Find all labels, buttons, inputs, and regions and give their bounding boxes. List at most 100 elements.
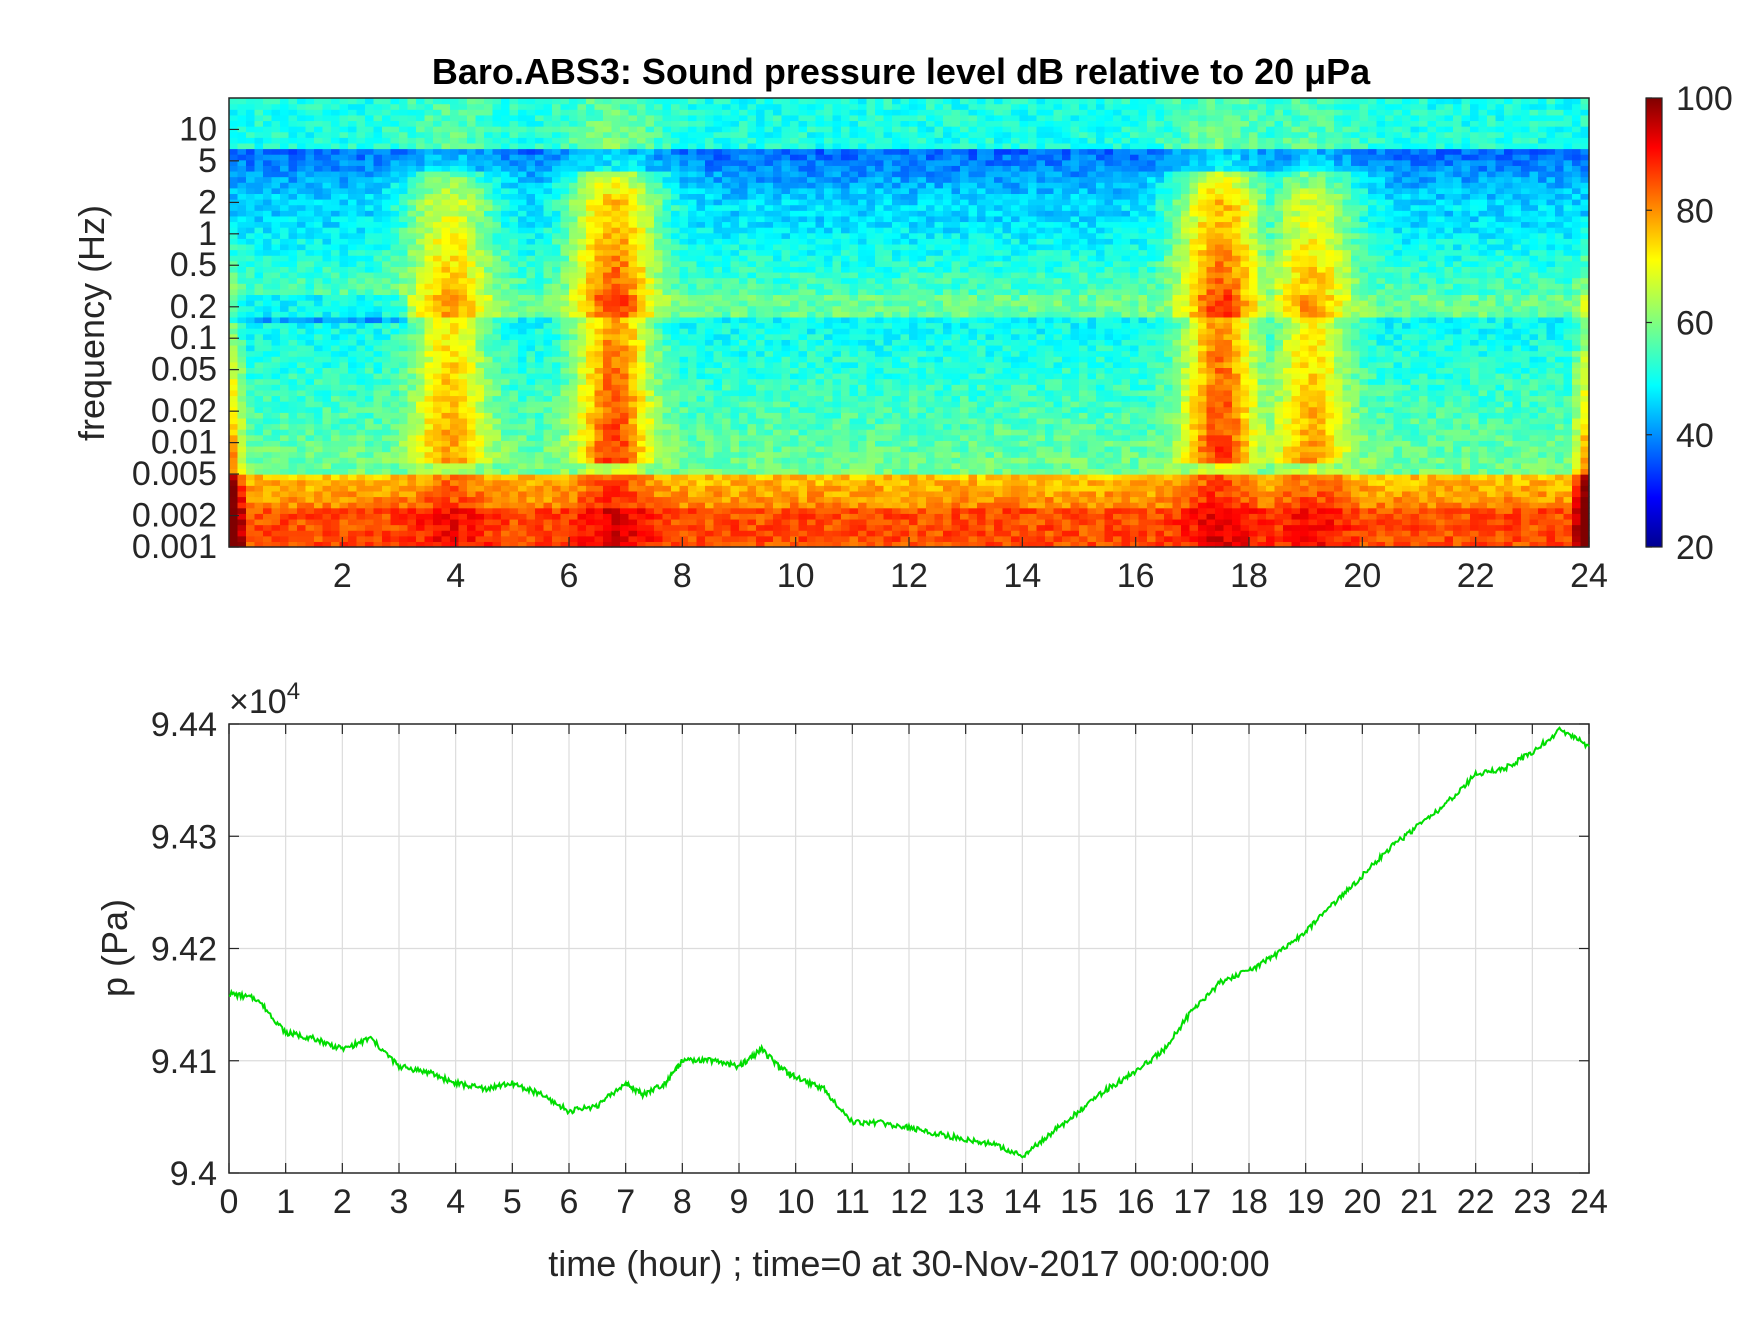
heatmap-cell [424, 356, 434, 363]
heatmap-cell [424, 344, 434, 352]
heatmap-cell [739, 429, 749, 436]
heatmap-cell [730, 328, 740, 335]
heatmap-cell [645, 288, 655, 296]
heatmap-cell [271, 260, 281, 267]
heatmap-cell [696, 305, 706, 312]
heatmap-cell [637, 266, 647, 273]
heatmap-cell [416, 316, 426, 324]
heatmap-cell [458, 193, 468, 200]
heatmap-cell [339, 199, 349, 206]
heatmap-cell [433, 176, 443, 183]
heatmap-cell [560, 114, 570, 122]
heatmap-cell [390, 187, 400, 195]
heatmap-cell [305, 518, 315, 526]
heatmap-cell [535, 193, 545, 200]
heatmap-cell [586, 445, 596, 453]
heatmap-cell [586, 524, 596, 531]
heatmap-cell [594, 502, 604, 509]
heatmap-cell [543, 429, 553, 436]
heatmap-cell [501, 485, 511, 492]
heatmap-cell [730, 103, 740, 110]
heatmap-cell [518, 395, 528, 402]
heatmap-cell [586, 199, 596, 206]
heatmap-cell [484, 170, 494, 178]
heatmap-cell [713, 485, 723, 492]
heatmap-cell [373, 159, 383, 166]
heatmap-cell [339, 445, 349, 453]
heatmap-cell [424, 98, 434, 105]
heatmap-cell [543, 485, 553, 492]
heatmap-cell [552, 451, 562, 458]
heatmap-cell [399, 434, 409, 441]
heatmap-cell [696, 187, 706, 195]
heatmap-cell [280, 170, 290, 178]
heatmap-cell [254, 322, 264, 329]
heatmap-cell [501, 215, 511, 223]
heatmap-cell [577, 395, 587, 402]
heatmap-cell [450, 137, 460, 144]
heatmap-cell [450, 518, 460, 526]
heatmap-cell [450, 305, 460, 312]
heatmap-cell [322, 485, 332, 492]
heatmap-cell [696, 361, 706, 368]
heatmap-cell [458, 260, 468, 267]
heatmap-cell [407, 339, 417, 346]
heatmap-cell [586, 182, 596, 189]
heatmap-cell [331, 103, 341, 110]
heatmap-cell [620, 361, 630, 368]
heatmap-cell [705, 182, 715, 189]
heatmap-cell [441, 541, 451, 548]
heatmap-cell [679, 524, 689, 531]
heatmap-cell [671, 142, 681, 150]
heatmap-cell [322, 142, 332, 150]
heatmap-cell [543, 445, 553, 453]
heatmap-cell [620, 474, 630, 481]
heatmap-cell [543, 361, 553, 368]
heatmap-cell [577, 541, 587, 548]
heatmap-cell [543, 221, 553, 228]
heatmap-cell [331, 165, 341, 172]
heatmap-cell [475, 204, 485, 211]
heatmap-cell [467, 120, 477, 127]
heatmap-cell [535, 328, 545, 335]
heatmap-cell [297, 170, 307, 178]
heatmap-cell [679, 490, 689, 498]
heatmap-cell [407, 451, 417, 458]
heatmap-cell [747, 232, 757, 239]
heatmap-cell [339, 535, 349, 542]
heatmap-cell [747, 114, 757, 122]
heatmap-cell [441, 395, 451, 402]
heatmap-cell [492, 350, 502, 357]
heatmap-cell [484, 215, 494, 223]
heatmap-cell [654, 98, 664, 105]
heatmap-cell [322, 114, 332, 122]
heatmap-cell [390, 277, 400, 284]
heatmap-cell [450, 524, 460, 531]
heatmap-cell [492, 142, 502, 150]
heatmap-cell [348, 328, 358, 335]
heatmap-cell [577, 485, 587, 492]
heatmap-cell [637, 187, 647, 195]
heatmap-cell [577, 277, 587, 284]
heatmap-cell [229, 429, 239, 436]
heatmap-cell [722, 215, 732, 223]
heatmap-cell [382, 249, 392, 256]
heatmap-cell [390, 496, 400, 503]
heatmap-cell [390, 227, 400, 234]
heatmap-cell [254, 294, 264, 301]
heatmap-cell [288, 210, 298, 217]
heatmap-cell [713, 255, 723, 262]
heatmap-cell [671, 255, 681, 262]
heatmap-cell [314, 445, 324, 453]
heatmap-cell [492, 98, 502, 105]
heatmap-cell [747, 507, 757, 514]
heatmap-cell [365, 451, 375, 458]
heatmap-cell [356, 288, 366, 296]
heatmap-cell [407, 249, 417, 256]
heatmap-cell [450, 277, 460, 284]
heatmap-cell [509, 137, 519, 144]
heatmap-cell [263, 468, 273, 475]
heatmap-cell [305, 204, 315, 211]
heatmap-cell [637, 322, 647, 329]
heatmap-cell [509, 148, 519, 155]
